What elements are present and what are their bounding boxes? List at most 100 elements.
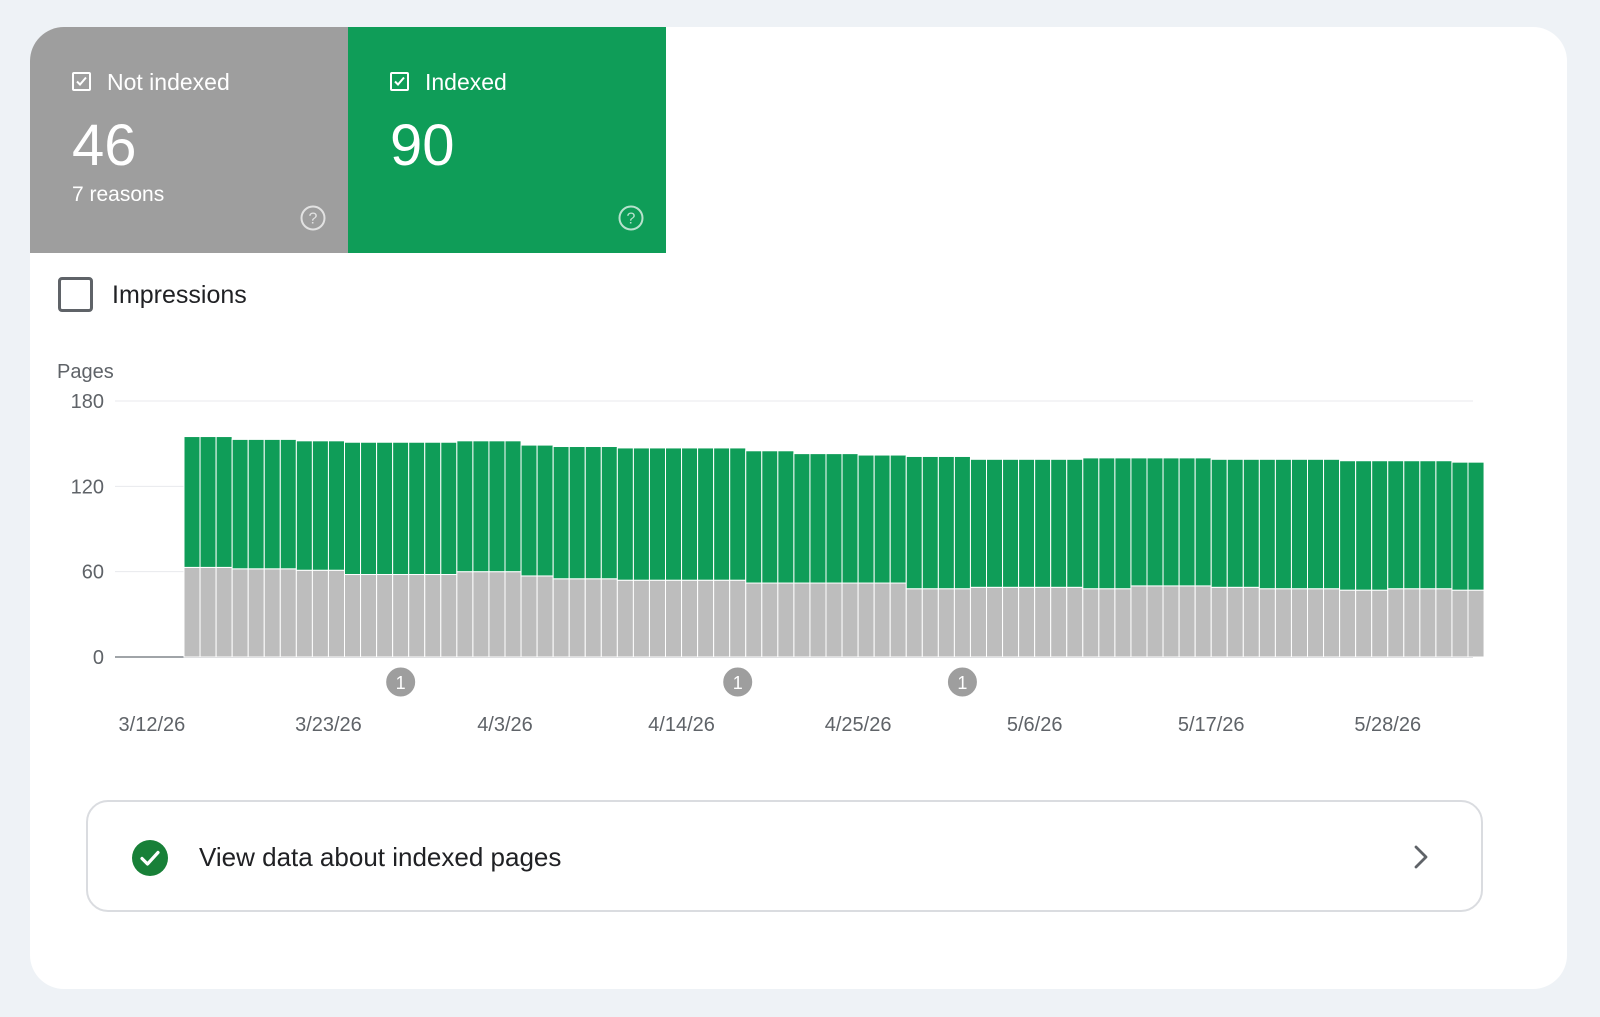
bar-not-indexed bbox=[1050, 586, 1068, 658]
bar-indexed bbox=[809, 453, 827, 584]
bar-not-indexed bbox=[376, 574, 394, 658]
coverage-card: Not indexed 46 7 reasons ? Indexed 90 ? … bbox=[30, 27, 1567, 989]
y-tick-label: 0 bbox=[93, 647, 104, 669]
bar-not-indexed bbox=[1258, 588, 1276, 658]
bar-not-indexed bbox=[231, 568, 249, 658]
bar-not-indexed bbox=[1387, 588, 1405, 658]
bar-not-indexed bbox=[1226, 586, 1244, 658]
bar-not-indexed bbox=[440, 574, 458, 658]
bar-not-indexed bbox=[937, 588, 955, 658]
bar-indexed bbox=[456, 440, 474, 573]
indexed-checkbox-icon[interactable] bbox=[390, 72, 409, 91]
annotation-label: 1 bbox=[957, 673, 967, 693]
not-indexed-tile[interactable]: Not indexed 46 7 reasons ? bbox=[30, 27, 348, 253]
bar-indexed bbox=[520, 444, 538, 577]
bar-indexed bbox=[600, 446, 618, 580]
bar-indexed bbox=[1018, 458, 1036, 588]
bar-indexed bbox=[1371, 460, 1389, 591]
bar-indexed bbox=[648, 447, 667, 581]
view-indexed-pages-label: View data about indexed pages bbox=[199, 842, 562, 872]
bar-not-indexed bbox=[1114, 588, 1132, 658]
bar-indexed bbox=[279, 438, 297, 570]
y-axis-title: Pages bbox=[57, 361, 114, 383]
bar-indexed bbox=[1274, 458, 1292, 590]
bar-not-indexed bbox=[729, 579, 747, 658]
help-icon[interactable]: ? bbox=[300, 205, 326, 231]
bar-indexed bbox=[681, 447, 699, 581]
bar-not-indexed bbox=[857, 582, 875, 658]
bar-indexed bbox=[841, 453, 859, 584]
bar-indexed bbox=[1355, 460, 1373, 591]
bar-indexed bbox=[1290, 458, 1308, 590]
bar-indexed bbox=[472, 440, 490, 573]
bar-indexed bbox=[1050, 458, 1068, 588]
bar-not-indexed bbox=[584, 578, 602, 658]
bar-not-indexed bbox=[616, 579, 634, 658]
bar-indexed bbox=[488, 440, 506, 573]
bar-indexed bbox=[1467, 461, 1485, 591]
bar-not-indexed bbox=[1146, 585, 1164, 658]
view-indexed-pages-link[interactable]: View data about indexed pages bbox=[86, 800, 1483, 912]
bar-indexed bbox=[745, 450, 763, 584]
bar-indexed bbox=[311, 440, 329, 571]
bar-not-indexed bbox=[665, 579, 683, 658]
bar-indexed bbox=[344, 441, 362, 576]
bar-not-indexed bbox=[1210, 586, 1228, 658]
bar-not-indexed bbox=[215, 566, 233, 658]
bar-indexed bbox=[183, 436, 201, 568]
bar-not-indexed bbox=[520, 575, 538, 658]
svg-text:?: ? bbox=[309, 211, 318, 228]
bar-not-indexed bbox=[424, 574, 442, 658]
svg-text:?: ? bbox=[627, 211, 636, 228]
bar-not-indexed bbox=[1274, 588, 1292, 658]
bar-not-indexed bbox=[295, 569, 313, 658]
bar-indexed bbox=[857, 454, 875, 584]
y-tick-label: 120 bbox=[71, 476, 104, 498]
bar-indexed bbox=[1130, 457, 1148, 587]
bar-not-indexed bbox=[1066, 586, 1084, 658]
not-indexed-count: 46 bbox=[72, 113, 137, 178]
impressions-checkbox[interactable] bbox=[58, 277, 93, 312]
annotation-marker bbox=[384, 665, 418, 699]
indexed-label: Indexed bbox=[425, 69, 507, 95]
bar-indexed bbox=[1307, 458, 1325, 590]
not-indexed-checkbox-icon[interactable] bbox=[72, 72, 91, 91]
bar-indexed bbox=[424, 441, 442, 576]
bar-not-indexed bbox=[873, 582, 891, 658]
annotation-label: 1 bbox=[733, 673, 743, 693]
bar-indexed bbox=[777, 450, 795, 584]
bar-indexed bbox=[761, 450, 779, 584]
bar-not-indexed bbox=[1403, 588, 1421, 658]
bar-indexed bbox=[440, 441, 458, 576]
indexed-tile[interactable]: Indexed 90 ? bbox=[348, 27, 666, 253]
bar-indexed bbox=[376, 441, 394, 576]
bar-not-indexed bbox=[504, 571, 522, 658]
bar-indexed bbox=[1435, 460, 1453, 590]
bar-not-indexed bbox=[552, 578, 570, 658]
bar-indexed bbox=[360, 441, 378, 576]
help-icon[interactable]: ? bbox=[618, 205, 644, 231]
bar-indexed bbox=[1082, 457, 1100, 590]
bar-not-indexed bbox=[1098, 588, 1116, 658]
bar-indexed bbox=[1194, 457, 1212, 587]
bar-indexed bbox=[937, 455, 955, 590]
bar-indexed bbox=[1387, 460, 1405, 590]
bar-not-indexed bbox=[697, 579, 715, 658]
bar-not-indexed bbox=[648, 579, 667, 658]
bar-not-indexed bbox=[825, 582, 843, 658]
bar-not-indexed bbox=[1002, 586, 1020, 658]
bar-not-indexed bbox=[1307, 588, 1325, 658]
bar-indexed bbox=[215, 436, 233, 568]
bar-indexed bbox=[1146, 457, 1164, 587]
bar-not-indexed bbox=[809, 582, 827, 658]
bar-not-indexed bbox=[199, 566, 217, 658]
chevron-right-icon bbox=[1414, 845, 1428, 869]
bar-not-indexed bbox=[921, 588, 939, 658]
y-tick-label: 60 bbox=[82, 562, 104, 584]
bar-not-indexed bbox=[327, 569, 346, 658]
bar-indexed bbox=[536, 444, 554, 577]
bar-not-indexed bbox=[183, 566, 201, 658]
bar-not-indexed bbox=[1290, 588, 1308, 658]
bar-not-indexed bbox=[600, 578, 618, 658]
bar-indexed bbox=[568, 446, 586, 580]
